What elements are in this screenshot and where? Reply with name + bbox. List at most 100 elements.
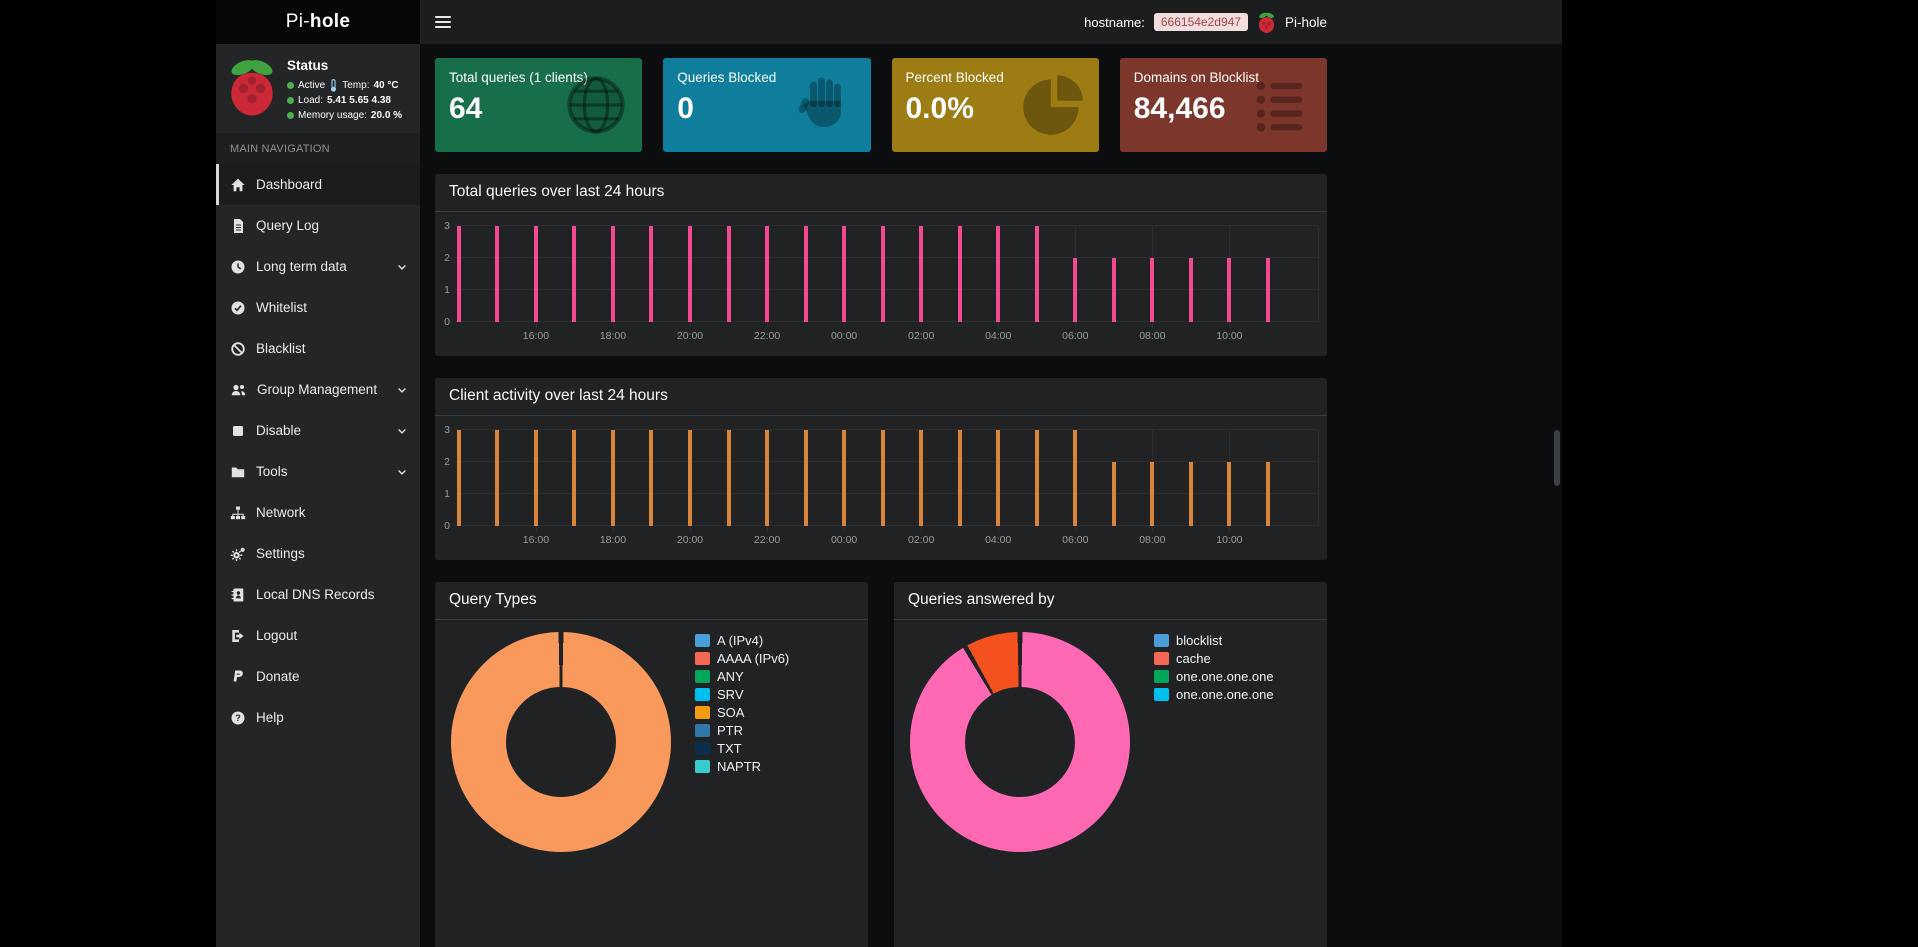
hostname-badge: 666154e2d947 bbox=[1153, 13, 1248, 31]
legend-item[interactable]: one.one.one.one bbox=[1154, 670, 1274, 683]
sidebar-item-dashboard[interactable]: Dashboard bbox=[216, 164, 420, 205]
panel-title: Queries answered by bbox=[894, 582, 1327, 620]
queries-answered-by-donut[interactable] bbox=[910, 632, 1130, 852]
sidebar-item-help[interactable]: ? Help bbox=[216, 697, 420, 738]
status-title: Status bbox=[287, 58, 329, 73]
legend-item[interactable]: one.one.one.one bbox=[1154, 688, 1274, 701]
x-axis-label: 02:00 bbox=[908, 534, 935, 546]
card-value: 0 bbox=[677, 92, 694, 125]
x-axis-label: 20:00 bbox=[676, 534, 704, 546]
svg-text:?: ? bbox=[235, 713, 241, 723]
legend-item[interactable]: AAAA (IPv6) bbox=[695, 652, 789, 665]
sidebar-item-logout[interactable]: Logout bbox=[216, 615, 420, 656]
x-axis-label: 02:00 bbox=[908, 330, 935, 342]
x-axis-label: 04:00 bbox=[985, 534, 1012, 546]
legend-item[interactable]: PTR bbox=[695, 724, 789, 737]
sidebar-item-tools[interactable]: Tools bbox=[216, 451, 420, 492]
legend-label: one.one.one.one bbox=[1176, 687, 1274, 702]
legend-label: TXT bbox=[717, 741, 742, 756]
gridline bbox=[455, 493, 1318, 494]
legend-swatch bbox=[695, 670, 710, 683]
bar bbox=[765, 226, 770, 322]
sidebar-item-group-management[interactable]: Group Management bbox=[216, 369, 420, 410]
legend-item[interactable]: SRV bbox=[695, 688, 789, 701]
gridline bbox=[455, 321, 1318, 322]
bar bbox=[996, 430, 1001, 526]
sidebar-item-disable[interactable]: Disable bbox=[216, 410, 420, 451]
legend-item[interactable]: TXT bbox=[695, 742, 789, 755]
legend-label: A (IPv4) bbox=[717, 633, 764, 648]
scrollbar-thumb[interactable] bbox=[1554, 430, 1560, 486]
sidebar-item-settings[interactable]: Settings bbox=[216, 533, 420, 574]
memory-label: Memory usage: bbox=[298, 110, 367, 121]
bar bbox=[919, 430, 924, 526]
hand-icon bbox=[797, 77, 841, 127]
app-logo-pre: Pi- bbox=[285, 11, 310, 32]
x-axis-label: 08:00 bbox=[1139, 330, 1166, 342]
status-line-load: Load: 5.41 5.65 4.38 bbox=[287, 93, 402, 108]
legend-item[interactable]: ANY bbox=[695, 670, 789, 683]
x-axis-label: 08:00 bbox=[1139, 534, 1166, 546]
summary-cards: Total queries (1 clients) 64 Queries Blo… bbox=[435, 58, 1327, 152]
sidebar-item-local-dns-records[interactable]: Local DNS Records bbox=[216, 574, 420, 615]
gears-icon bbox=[230, 547, 245, 561]
query-types-donut[interactable] bbox=[451, 632, 671, 852]
card-queries-blocked: Queries Blocked 0 bbox=[663, 58, 871, 152]
hamburger-icon bbox=[435, 13, 451, 31]
client-activity-chart: 0 1 2 3 16:00 18:00 20:00 22:00 00:00 02:00 04:00 0… bbox=[435, 416, 1327, 560]
y-axis-label: 1 bbox=[444, 488, 450, 500]
bar bbox=[880, 430, 885, 526]
legend-label: AAAA (IPv6) bbox=[717, 651, 790, 666]
legend-item[interactable]: SOA bbox=[695, 706, 789, 719]
card-value: 0.0% bbox=[905, 92, 974, 125]
sidebar-item-donate[interactable]: Donate bbox=[216, 656, 420, 697]
legend-item[interactable]: blocklist bbox=[1154, 634, 1274, 647]
bar bbox=[610, 430, 615, 526]
bar bbox=[688, 226, 692, 322]
client-activity-panel: Client activity over last 24 hours 0 1 2 3 1… bbox=[435, 378, 1327, 560]
hostname-label: hostname: bbox=[1084, 14, 1145, 30]
x-axis-label: 10:00 bbox=[1216, 534, 1243, 546]
sidebar-toggle-button[interactable] bbox=[420, 0, 466, 44]
sidebar-item-network[interactable]: Network bbox=[216, 492, 420, 533]
bar bbox=[572, 226, 577, 322]
main-content: Total queries (1 clients) 64 Queries Blo… bbox=[420, 44, 1562, 947]
gridline bbox=[455, 289, 1318, 290]
queries-answered-by-body: blocklist cache one.one.one.one one.one.one… bbox=[894, 620, 1327, 852]
legend-swatch bbox=[1154, 634, 1169, 647]
memory-value: 20.0 % bbox=[370, 110, 403, 121]
panel-title: Client activity over last 24 hours bbox=[435, 378, 1327, 416]
y-axis-label: 3 bbox=[444, 220, 450, 232]
sidebar-item-label: Settings bbox=[256, 546, 305, 561]
sidebar-item-label: Network bbox=[256, 505, 306, 520]
legend-item[interactable]: A (IPv4) bbox=[695, 634, 789, 647]
sidebar-section-label: MAIN NAVIGATION bbox=[216, 133, 420, 164]
card-percent-blocked: Percent Blocked 0.0% bbox=[891, 58, 1099, 152]
client-activity-plot[interactable]: 0 1 2 3 16:00 18:00 20:00 22:00 00:00 02:00 04:00 0… bbox=[444, 424, 1319, 546]
legend-swatch bbox=[1154, 688, 1169, 701]
sidebar-item-blacklist[interactable]: Blacklist bbox=[216, 328, 420, 369]
y-axis-label: 0 bbox=[444, 520, 450, 532]
sidebar-item-query-log[interactable]: Query Log bbox=[216, 205, 420, 246]
x-axis-label: 18:00 bbox=[599, 534, 627, 546]
bar bbox=[842, 226, 847, 322]
bar bbox=[456, 226, 461, 322]
clock-icon bbox=[231, 260, 245, 273]
legend-swatch bbox=[695, 634, 710, 647]
sidebar-item-whitelist[interactable]: Whitelist bbox=[216, 287, 420, 328]
status-dot bbox=[287, 97, 294, 104]
query-types-panel: Query Types A (IPv4) AAAA (IPv6) ANY SRV SOA… bbox=[435, 582, 868, 947]
card-title: Percent Blocked bbox=[905, 70, 1004, 85]
legend-item[interactable]: cache bbox=[1154, 652, 1274, 665]
navbar-brand-label: Pi-hole bbox=[1284, 14, 1327, 30]
y-axis-label: 3 bbox=[444, 424, 450, 436]
stop-icon bbox=[233, 425, 243, 436]
legend-item[interactable]: NAPTR bbox=[695, 760, 789, 773]
sidebar-item-label: Blacklist bbox=[256, 341, 306, 356]
legend-label: SOA bbox=[717, 705, 745, 720]
sidebar-item-long-term-data[interactable]: Long term data bbox=[216, 246, 420, 287]
x-axis-label: 18:00 bbox=[599, 330, 627, 342]
gridline bbox=[455, 257, 1318, 258]
total-queries-plot[interactable]: 0 1 2 3 16:00 18:00 20:00 22:00 00:00 02:00 04:00 0… bbox=[444, 220, 1319, 342]
home-icon bbox=[231, 178, 245, 191]
